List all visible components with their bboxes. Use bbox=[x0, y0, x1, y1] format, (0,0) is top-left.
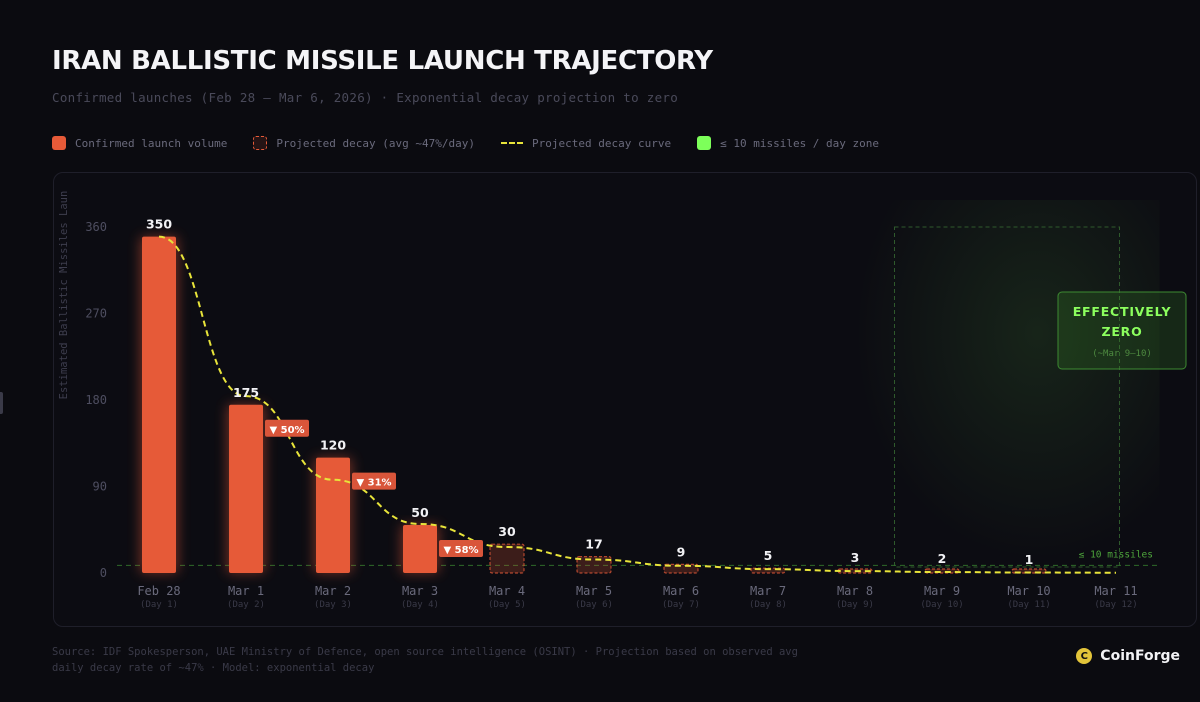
source-line-1: Source: IDF Spokesperson, UAE Ministry o… bbox=[52, 646, 798, 658]
x-day-label: (Day 8) bbox=[749, 600, 787, 610]
bar-value-label: 30 bbox=[498, 524, 516, 539]
legend-label-confirmed: Confirmed launch volume bbox=[75, 136, 228, 150]
legend-label-zone: ≤ 10 missiles / day zone bbox=[720, 136, 880, 150]
legend: Confirmed launch volume Projected decay … bbox=[52, 134, 905, 152]
y-axis-label: Estimated Ballistic Missiles Laun bbox=[58, 191, 70, 400]
bar-value-label: 2 bbox=[938, 551, 947, 566]
effectively-zero-box bbox=[1057, 291, 1187, 370]
bar-value-label: 120 bbox=[320, 438, 346, 453]
x-tick-label: Mar 10 bbox=[1007, 584, 1050, 598]
drop-badge-label: ▼ 50% bbox=[269, 425, 304, 436]
x-tick-label: Mar 3 bbox=[402, 584, 438, 598]
chart-title: IRAN BALLISTIC MISSILE LAUNCH TRAJECTORY bbox=[52, 46, 713, 76]
bar-confirmed bbox=[403, 524, 437, 573]
y-tick-label: 0 bbox=[100, 566, 107, 580]
x-tick-label: Mar 11 bbox=[1094, 584, 1137, 598]
source-line-2: daily decay rate of ~47% · Model: expone… bbox=[52, 662, 375, 674]
y-tick-label: 270 bbox=[85, 307, 107, 321]
drop-badge bbox=[439, 539, 483, 557]
x-day-label: (Day 5) bbox=[488, 600, 526, 610]
x-tick-label: Mar 2 bbox=[315, 584, 351, 598]
x-tick-label: Mar 7 bbox=[750, 584, 786, 598]
legend-label-curve: Projected decay curve bbox=[532, 136, 672, 150]
coinforge-logo-icon: C bbox=[1076, 648, 1093, 664]
x-day-label: (Day 6) bbox=[575, 600, 613, 610]
x-day-label: (Day 9) bbox=[836, 600, 874, 610]
zone-note: (~Mar 9–10) bbox=[1092, 349, 1152, 359]
bar-value-label: 9 bbox=[677, 544, 686, 559]
bar-value-label: 3 bbox=[851, 550, 860, 565]
zone-glow bbox=[854, 200, 1160, 580]
x-tick-label: Mar 6 bbox=[663, 584, 699, 598]
bar-value-label: 350 bbox=[146, 217, 172, 232]
bar-confirmed bbox=[316, 457, 350, 573]
zone-border bbox=[894, 226, 1120, 568]
legend-item-projected: Projected decay (avg ~47%/day) bbox=[253, 136, 475, 150]
bar-confirmed bbox=[229, 404, 263, 573]
legend-item-confirmed: Confirmed launch volume bbox=[52, 136, 227, 150]
bar-confirmed bbox=[142, 236, 176, 573]
bar-value-label: 17 bbox=[585, 537, 602, 552]
threshold-label: ≤ 10 missiles bbox=[1079, 549, 1153, 560]
x-day-label: (Day 3) bbox=[314, 600, 352, 610]
x-day-label: (Day 2) bbox=[227, 600, 265, 610]
green-square-icon bbox=[697, 136, 712, 150]
zone-title-line-1: EFFECTIVELY bbox=[1073, 304, 1172, 319]
drop-badge bbox=[352, 472, 396, 490]
zone-title-line-2: ZERO bbox=[1101, 324, 1142, 339]
x-day-label: (Day 10) bbox=[920, 600, 963, 610]
x-day-label: (Day 12) bbox=[1094, 600, 1137, 610]
legend-item-zone: ≤ 10 missiles / day zone bbox=[697, 136, 879, 150]
bar-projected bbox=[576, 556, 612, 574]
x-tick-label: Mar 5 bbox=[576, 584, 612, 598]
bar-value-label: 175 bbox=[233, 385, 259, 400]
legend-item-curve: Projected decay curve bbox=[501, 137, 671, 150]
bar-value-label: 5 bbox=[764, 548, 773, 563]
brand: C CoinForge bbox=[1076, 648, 1180, 664]
drop-badge-label: ▼ 58% bbox=[443, 545, 478, 556]
legend-label-projected: Projected decay (avg ~47%/day) bbox=[276, 136, 476, 150]
chart-subtitle: Confirmed launches (Feb 28 – Mar 6, 2026… bbox=[52, 90, 679, 105]
x-day-label: (Day 1) bbox=[140, 600, 178, 610]
bar-value-label: 50 bbox=[411, 505, 429, 520]
x-tick-label: Mar 8 bbox=[837, 584, 873, 598]
x-tick-label: Mar 1 bbox=[228, 584, 264, 598]
y-tick-label: 90 bbox=[93, 480, 107, 494]
bar-projected bbox=[489, 543, 525, 574]
x-day-label: (Day 11) bbox=[1007, 600, 1050, 610]
drop-badge-label: ▼ 31% bbox=[356, 478, 391, 489]
y-tick-label: 360 bbox=[85, 220, 107, 234]
x-tick-label: Mar 4 bbox=[489, 584, 525, 598]
dashed-square-icon bbox=[253, 136, 268, 150]
x-day-label: (Day 4) bbox=[401, 600, 439, 610]
dashed-line-icon bbox=[501, 142, 524, 144]
x-tick-label: Mar 9 bbox=[924, 584, 960, 598]
drop-badge bbox=[265, 419, 309, 437]
solid-square-icon bbox=[52, 136, 66, 150]
brand-name: CoinForge bbox=[1100, 648, 1180, 664]
y-tick-label: 180 bbox=[85, 393, 107, 407]
source-footer: Source: IDF Spokesperson, UAE Ministry o… bbox=[52, 644, 798, 676]
x-tick-label: Feb 28 bbox=[137, 584, 180, 598]
window-edge-handle bbox=[0, 392, 3, 414]
x-day-label: (Day 7) bbox=[662, 600, 700, 610]
bar-value-label: 1 bbox=[1025, 552, 1034, 567]
